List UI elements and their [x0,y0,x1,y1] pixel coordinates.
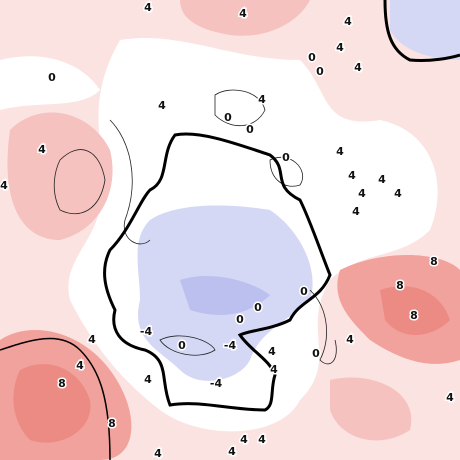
region-outline [383,0,460,62]
contour-label: 4 [38,143,46,156]
contour-label: 0 [300,285,308,298]
hot-core [380,286,450,335]
contour-label: 4 [0,179,8,192]
contour-label: 4 [268,345,276,358]
contour-label: 4 [394,187,402,200]
contour-label: 4 [144,1,152,14]
contour-label: 8 [430,255,438,268]
contour-label: 0 [308,51,316,64]
warm-region [180,0,310,36]
contour-label: 4 [158,99,166,112]
contour-label: 4 [336,41,344,54]
contour-line [0,337,111,460]
contour-label: -4 [140,325,153,338]
contour-label: 4 [88,333,96,346]
contour-label: 0 [282,151,290,164]
contour-label: 8 [108,417,116,430]
contour-label: 8 [410,309,418,322]
contour-label: -4 [224,339,237,352]
contour-label: 0 [312,347,320,360]
contour-label: 4 [228,445,236,458]
contour-label: 0 [48,71,56,84]
contour-label: 4 [76,359,84,372]
contour-label: 4 [258,433,266,446]
contour-label: 4 [336,145,344,158]
hot-core [13,364,91,443]
contour-label: 4 [358,187,366,200]
contour-label: 4 [354,61,362,74]
contour-label: 0 [246,123,254,136]
contour-label: 0 [224,111,232,124]
contour-label: 0 [254,301,262,314]
contour-label: 4 [154,447,162,460]
near-zero-region [0,56,100,110]
contour-label: 4 [258,93,266,106]
contour-label: 4 [344,15,352,28]
contour-label: 4 [240,433,248,446]
contour-label: 0 [236,313,244,326]
contour-label: 4 [239,7,247,20]
contour-label: 4 [378,173,386,186]
contour-label: 4 [348,169,356,182]
contour-label: 4 [446,391,454,404]
contour-label: 8 [396,279,404,292]
warm-region [330,377,412,441]
negative-core [180,275,270,315]
contour-label: 0 [178,339,186,352]
contour-label: 4 [144,373,152,386]
contour-label: 0 [316,65,324,78]
contour-label: 4 [352,205,360,218]
coastlines [53,89,337,365]
warm-region [7,112,113,240]
region-outline [103,132,332,412]
negative-region [390,0,460,60]
contour-label: 4 [270,363,278,376]
contour-label: 4 [346,333,354,346]
contour-label: 8 [58,377,66,390]
contour-label: -4 [210,377,223,390]
